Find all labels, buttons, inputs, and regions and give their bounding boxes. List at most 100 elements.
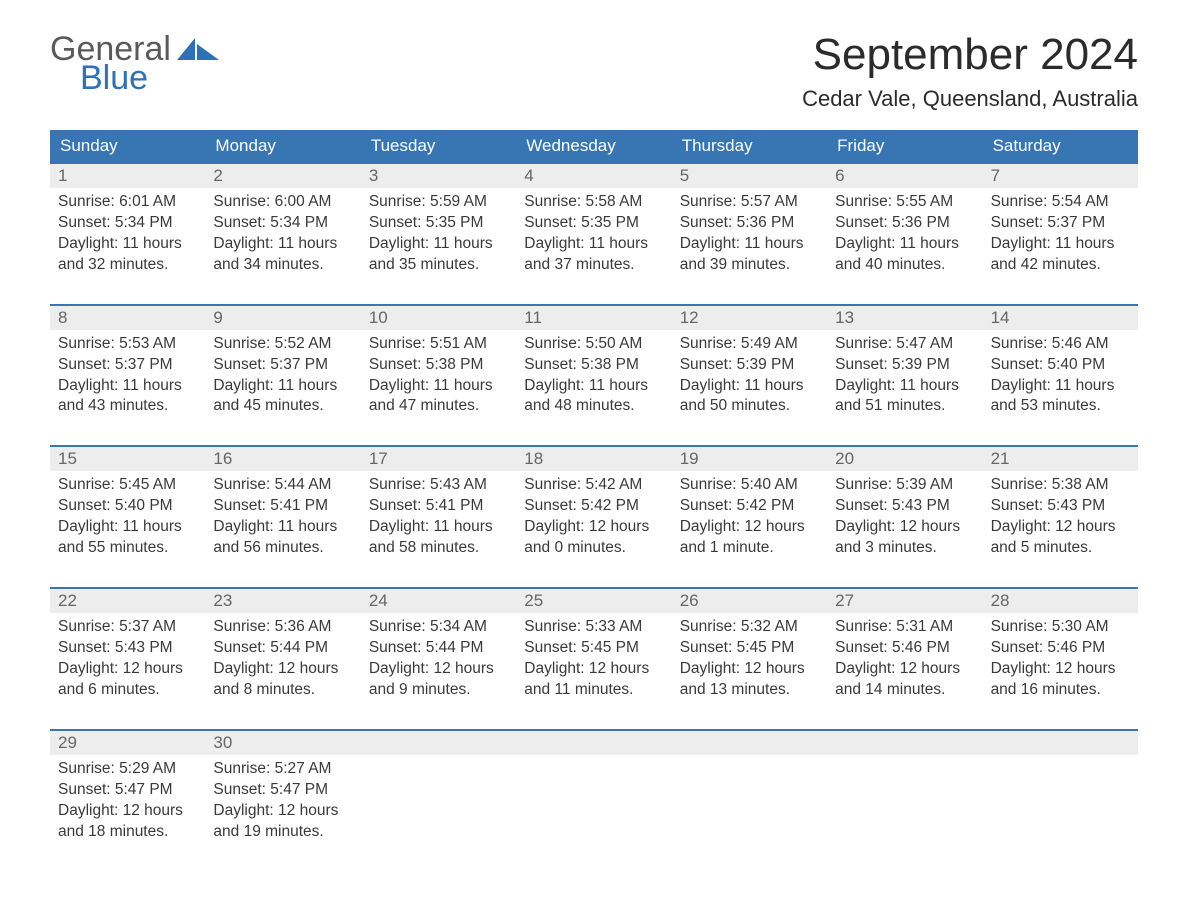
- day-cell: 3Sunrise: 5:59 AMSunset: 5:35 PMDaylight…: [361, 164, 516, 282]
- day-cell: 5Sunrise: 5:57 AMSunset: 5:36 PMDaylight…: [672, 164, 827, 282]
- sunset-line: Sunset: 5:37 PM: [213, 355, 352, 376]
- day-body: Sunrise: 5:52 AMSunset: 5:37 PMDaylight:…: [205, 330, 360, 424]
- day-number: 2: [205, 164, 360, 188]
- daylight-line: Daylight: 12 hours and 18 minutes.: [58, 801, 197, 843]
- daylight-line: Daylight: 12 hours and 19 minutes.: [213, 801, 352, 843]
- weekday-saturday: Saturday: [983, 130, 1138, 162]
- sunrise-line: Sunrise: 5:37 AM: [58, 617, 197, 638]
- sunset-line: Sunset: 5:44 PM: [213, 638, 352, 659]
- day-body: Sunrise: 5:31 AMSunset: 5:46 PMDaylight:…: [827, 613, 982, 707]
- weeks-container: 1Sunrise: 6:01 AMSunset: 5:34 PMDaylight…: [50, 162, 1138, 848]
- daylight-line: Daylight: 12 hours and 11 minutes.: [524, 659, 663, 701]
- sunset-line: Sunset: 5:35 PM: [369, 213, 508, 234]
- sunrise-line: Sunrise: 5:58 AM: [524, 192, 663, 213]
- sunrise-line: Sunrise: 5:50 AM: [524, 334, 663, 355]
- daylight-line: Daylight: 11 hours and 42 minutes.: [991, 234, 1130, 276]
- week-row: 8Sunrise: 5:53 AMSunset: 5:37 PMDaylight…: [50, 304, 1138, 424]
- day-cell: 9Sunrise: 5:52 AMSunset: 5:37 PMDaylight…: [205, 306, 360, 424]
- sunset-line: Sunset: 5:37 PM: [58, 355, 197, 376]
- day-number: 15: [50, 447, 205, 471]
- daylight-line: Daylight: 11 hours and 39 minutes.: [680, 234, 819, 276]
- day-body: Sunrise: 5:40 AMSunset: 5:42 PMDaylight:…: [672, 471, 827, 565]
- day-number: 21: [983, 447, 1138, 471]
- day-number: 30: [205, 731, 360, 755]
- day-cell: [827, 731, 982, 849]
- sunset-line: Sunset: 5:44 PM: [369, 638, 508, 659]
- day-number: 1: [50, 164, 205, 188]
- day-number: 18: [516, 447, 671, 471]
- day-number: 7: [983, 164, 1138, 188]
- day-body: Sunrise: 5:58 AMSunset: 5:35 PMDaylight:…: [516, 188, 671, 282]
- sunrise-line: Sunrise: 5:33 AM: [524, 617, 663, 638]
- day-cell: [361, 731, 516, 849]
- day-cell: 28Sunrise: 5:30 AMSunset: 5:46 PMDayligh…: [983, 589, 1138, 707]
- sunset-line: Sunset: 5:35 PM: [524, 213, 663, 234]
- day-number: 28: [983, 589, 1138, 613]
- day-cell: 2Sunrise: 6:00 AMSunset: 5:34 PMDaylight…: [205, 164, 360, 282]
- sunrise-line: Sunrise: 6:01 AM: [58, 192, 197, 213]
- day-body: Sunrise: 5:53 AMSunset: 5:37 PMDaylight:…: [50, 330, 205, 424]
- sunrise-line: Sunrise: 5:44 AM: [213, 475, 352, 496]
- day-body: Sunrise: 5:46 AMSunset: 5:40 PMDaylight:…: [983, 330, 1138, 424]
- daylight-line: Daylight: 12 hours and 5 minutes.: [991, 517, 1130, 559]
- daylight-line: Daylight: 11 hours and 37 minutes.: [524, 234, 663, 276]
- day-cell: 16Sunrise: 5:44 AMSunset: 5:41 PMDayligh…: [205, 447, 360, 565]
- sunset-line: Sunset: 5:46 PM: [835, 638, 974, 659]
- sunrise-line: Sunrise: 5:57 AM: [680, 192, 819, 213]
- daylight-line: Daylight: 12 hours and 9 minutes.: [369, 659, 508, 701]
- sunrise-line: Sunrise: 5:42 AM: [524, 475, 663, 496]
- sunset-line: Sunset: 5:40 PM: [991, 355, 1130, 376]
- sunrise-line: Sunrise: 5:34 AM: [369, 617, 508, 638]
- sunrise-line: Sunrise: 5:47 AM: [835, 334, 974, 355]
- day-cell: 4Sunrise: 5:58 AMSunset: 5:35 PMDaylight…: [516, 164, 671, 282]
- daylight-line: Daylight: 11 hours and 47 minutes.: [369, 376, 508, 418]
- sunset-line: Sunset: 5:39 PM: [680, 355, 819, 376]
- day-body: Sunrise: 5:43 AMSunset: 5:41 PMDaylight:…: [361, 471, 516, 565]
- day-cell: 23Sunrise: 5:36 AMSunset: 5:44 PMDayligh…: [205, 589, 360, 707]
- daylight-line: Daylight: 12 hours and 8 minutes.: [213, 659, 352, 701]
- day-body: Sunrise: 5:37 AMSunset: 5:43 PMDaylight:…: [50, 613, 205, 707]
- sunset-line: Sunset: 5:46 PM: [991, 638, 1130, 659]
- sunset-line: Sunset: 5:45 PM: [524, 638, 663, 659]
- sunset-line: Sunset: 5:42 PM: [524, 496, 663, 517]
- sunrise-line: Sunrise: 5:54 AM: [991, 192, 1130, 213]
- weekday-wednesday: Wednesday: [516, 130, 671, 162]
- day-body: Sunrise: 5:47 AMSunset: 5:39 PMDaylight:…: [827, 330, 982, 424]
- day-body: Sunrise: 5:57 AMSunset: 5:36 PMDaylight:…: [672, 188, 827, 282]
- day-cell: 8Sunrise: 5:53 AMSunset: 5:37 PMDaylight…: [50, 306, 205, 424]
- title-block: September 2024 Cedar Vale, Queensland, A…: [802, 30, 1138, 112]
- day-body: Sunrise: 5:36 AMSunset: 5:44 PMDaylight:…: [205, 613, 360, 707]
- day-number: 25: [516, 589, 671, 613]
- day-body: Sunrise: 5:54 AMSunset: 5:37 PMDaylight:…: [983, 188, 1138, 282]
- sunrise-line: Sunrise: 5:51 AM: [369, 334, 508, 355]
- day-cell: 1Sunrise: 6:01 AMSunset: 5:34 PMDaylight…: [50, 164, 205, 282]
- day-number-empty: [361, 731, 516, 755]
- weekday-monday: Monday: [205, 130, 360, 162]
- day-number: 3: [361, 164, 516, 188]
- day-number: 8: [50, 306, 205, 330]
- daylight-line: Daylight: 11 hours and 45 minutes.: [213, 376, 352, 418]
- day-cell: 17Sunrise: 5:43 AMSunset: 5:41 PMDayligh…: [361, 447, 516, 565]
- calendar: Sunday Monday Tuesday Wednesday Thursday…: [50, 130, 1138, 848]
- daylight-line: Daylight: 11 hours and 34 minutes.: [213, 234, 352, 276]
- daylight-line: Daylight: 12 hours and 13 minutes.: [680, 659, 819, 701]
- day-body: Sunrise: 5:33 AMSunset: 5:45 PMDaylight:…: [516, 613, 671, 707]
- daylight-line: Daylight: 11 hours and 50 minutes.: [680, 376, 819, 418]
- day-body: Sunrise: 5:49 AMSunset: 5:39 PMDaylight:…: [672, 330, 827, 424]
- day-body: Sunrise: 6:01 AMSunset: 5:34 PMDaylight:…: [50, 188, 205, 282]
- day-body: Sunrise: 5:42 AMSunset: 5:42 PMDaylight:…: [516, 471, 671, 565]
- sunrise-line: Sunrise: 5:59 AM: [369, 192, 508, 213]
- daylight-line: Daylight: 12 hours and 0 minutes.: [524, 517, 663, 559]
- sunrise-line: Sunrise: 5:45 AM: [58, 475, 197, 496]
- day-number: 23: [205, 589, 360, 613]
- sunset-line: Sunset: 5:34 PM: [58, 213, 197, 234]
- location: Cedar Vale, Queensland, Australia: [802, 86, 1138, 112]
- week-row: 22Sunrise: 5:37 AMSunset: 5:43 PMDayligh…: [50, 587, 1138, 707]
- daylight-line: Daylight: 11 hours and 51 minutes.: [835, 376, 974, 418]
- day-number: 10: [361, 306, 516, 330]
- sunrise-line: Sunrise: 5:53 AM: [58, 334, 197, 355]
- day-cell: 18Sunrise: 5:42 AMSunset: 5:42 PMDayligh…: [516, 447, 671, 565]
- week-row: 15Sunrise: 5:45 AMSunset: 5:40 PMDayligh…: [50, 445, 1138, 565]
- daylight-line: Daylight: 11 hours and 32 minutes.: [58, 234, 197, 276]
- sunset-line: Sunset: 5:47 PM: [213, 780, 352, 801]
